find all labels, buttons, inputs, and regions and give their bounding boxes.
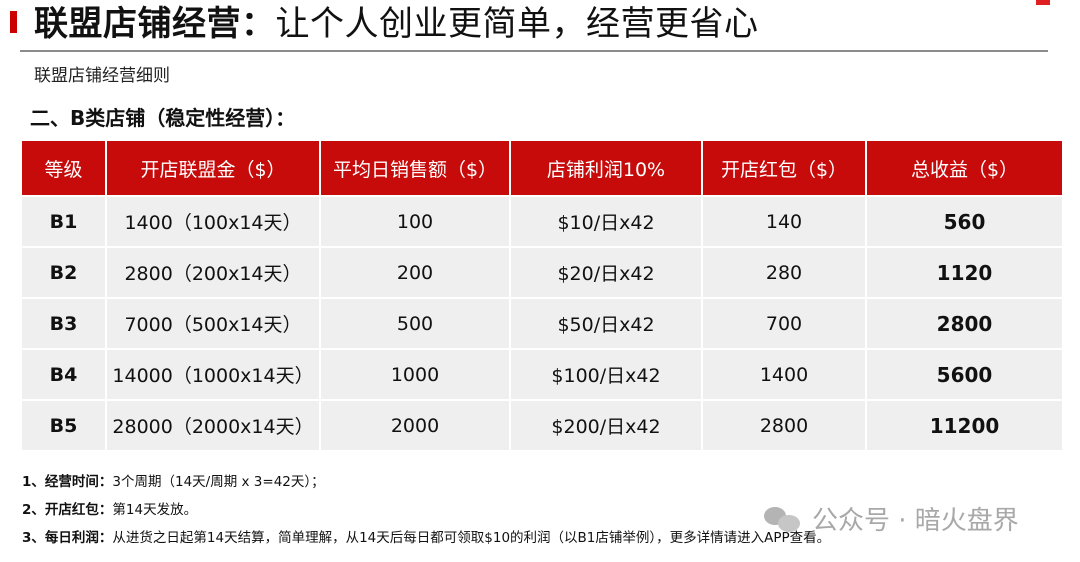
cell-profit: $50/日x42 (509, 297, 702, 349)
cell-total: 11200 (865, 399, 1062, 450)
table-row: B1 1400（100x14天） 100 $10/日x42 140 560 (22, 195, 1062, 247)
header-deposit: 开店联盟金（$） (105, 141, 320, 196)
note-item: 1、经营时间：3个周期（14天/周期 x 3=42天）； (22, 468, 830, 496)
cell-deposit: 14000（1000x14天） (105, 348, 320, 400)
page-title-regular: 让个人创业更简单，经营更省心 (275, 4, 759, 44)
note-item: 2、开店红包：第14天发放。 (22, 496, 830, 524)
cell-red-packet: 280 (701, 246, 866, 298)
cell-profit: $10/日x42 (509, 195, 702, 247)
cell-total: 1120 (865, 246, 1062, 298)
cell-red-packet: 1400 (701, 348, 866, 400)
header-daily-sales: 平均日销售额（$） (319, 141, 510, 196)
subtitle: 联盟店铺经营细则 (34, 66, 170, 86)
cell-daily-sales: 500 (319, 297, 510, 349)
table-row: B3 7000（500x14天） 500 $50/日x42 700 2800 (22, 297, 1062, 349)
cell-daily-sales: 200 (319, 246, 510, 298)
page-title-bold: 联盟店铺经营： (34, 4, 276, 44)
cell-total: 5600 (865, 348, 1062, 400)
cell-deposit: 2800（200x14天） (105, 246, 320, 298)
note-key: 1、经营时间： (22, 474, 113, 490)
table-row: B4 14000（1000x14天） 1000 $100/日x42 1400 5… (22, 348, 1062, 400)
notes-list: 1、经营时间：3个周期（14天/周期 x 3=42天）； 2、开店红包：第14天… (22, 468, 830, 552)
cell-daily-sales: 2000 (319, 399, 510, 450)
note-text: 3个周期（14天/周期 x 3=42天）； (112, 474, 325, 490)
note-text: 从进货之日起第14天结算，简单理解，从14天后每日都可领取$10的利润（以B1店… (112, 530, 831, 546)
cell-red-packet: 700 (701, 297, 866, 349)
cell-deposit: 1400（100x14天） (105, 195, 320, 247)
note-text: 第14天发放。 (112, 502, 198, 518)
cell-level: B3 (22, 297, 106, 349)
cell-profit: $20/日x42 (509, 246, 702, 298)
wechat-icon (764, 505, 802, 533)
cell-profit: $200/日x42 (509, 399, 702, 450)
cell-deposit: 28000（2000x14天） (105, 399, 320, 450)
table-row: B5 28000（2000x14天） 2000 $200/日x42 2800 1… (22, 399, 1062, 450)
cell-level: B2 (22, 246, 106, 298)
cell-daily-sales: 100 (319, 195, 510, 247)
page-title: 联盟店铺经营：让个人创业更简单，经营更省心 (34, 2, 759, 46)
cell-total: 560 (865, 195, 1062, 247)
cell-daily-sales: 1000 (319, 348, 510, 400)
cell-profit: $100/日x42 (509, 348, 702, 400)
corner-mark (1036, 0, 1050, 5)
table-header-row: 等级 开店联盟金（$） 平均日销售额（$） 店铺利润10% 开店红包（$） 总收… (22, 141, 1062, 196)
note-key: 3、每日利润： (22, 530, 113, 546)
header-level: 等级 (22, 141, 106, 196)
cell-level: B5 (22, 399, 106, 450)
watermark: 公众号 · 暗火盘界 (764, 500, 1019, 537)
note-item: 3、每日利润：从进货之日起第14天结算，简单理解，从14天后每日都可领取$10的… (22, 524, 830, 552)
cell-red-packet: 2800 (701, 399, 866, 450)
cell-total: 2800 (865, 297, 1062, 349)
cell-deposit: 7000（500x14天） (105, 297, 320, 349)
table-row: B2 2800（200x14天） 200 $20/日x42 280 1120 (22, 246, 1062, 298)
cell-red-packet: 140 (701, 195, 866, 247)
header-red-packet: 开店红包（$） (701, 141, 866, 196)
note-key: 2、开店红包： (22, 502, 113, 518)
cell-level: B4 (22, 348, 106, 400)
store-level-table: 等级 开店联盟金（$） 平均日销售额（$） 店铺利润10% 开店红包（$） 总收… (22, 141, 1062, 450)
section-heading: 二、B类店铺（稳定性经营）： (30, 106, 296, 130)
header-total: 总收益（$） (865, 141, 1062, 196)
header-profit: 店铺利润10% (509, 141, 702, 196)
watermark-text: 公众号 · 暗火盘界 (812, 506, 1019, 536)
cell-level: B1 (22, 195, 106, 247)
title-divider (20, 50, 1048, 52)
title-accent-bar (10, 11, 17, 33)
